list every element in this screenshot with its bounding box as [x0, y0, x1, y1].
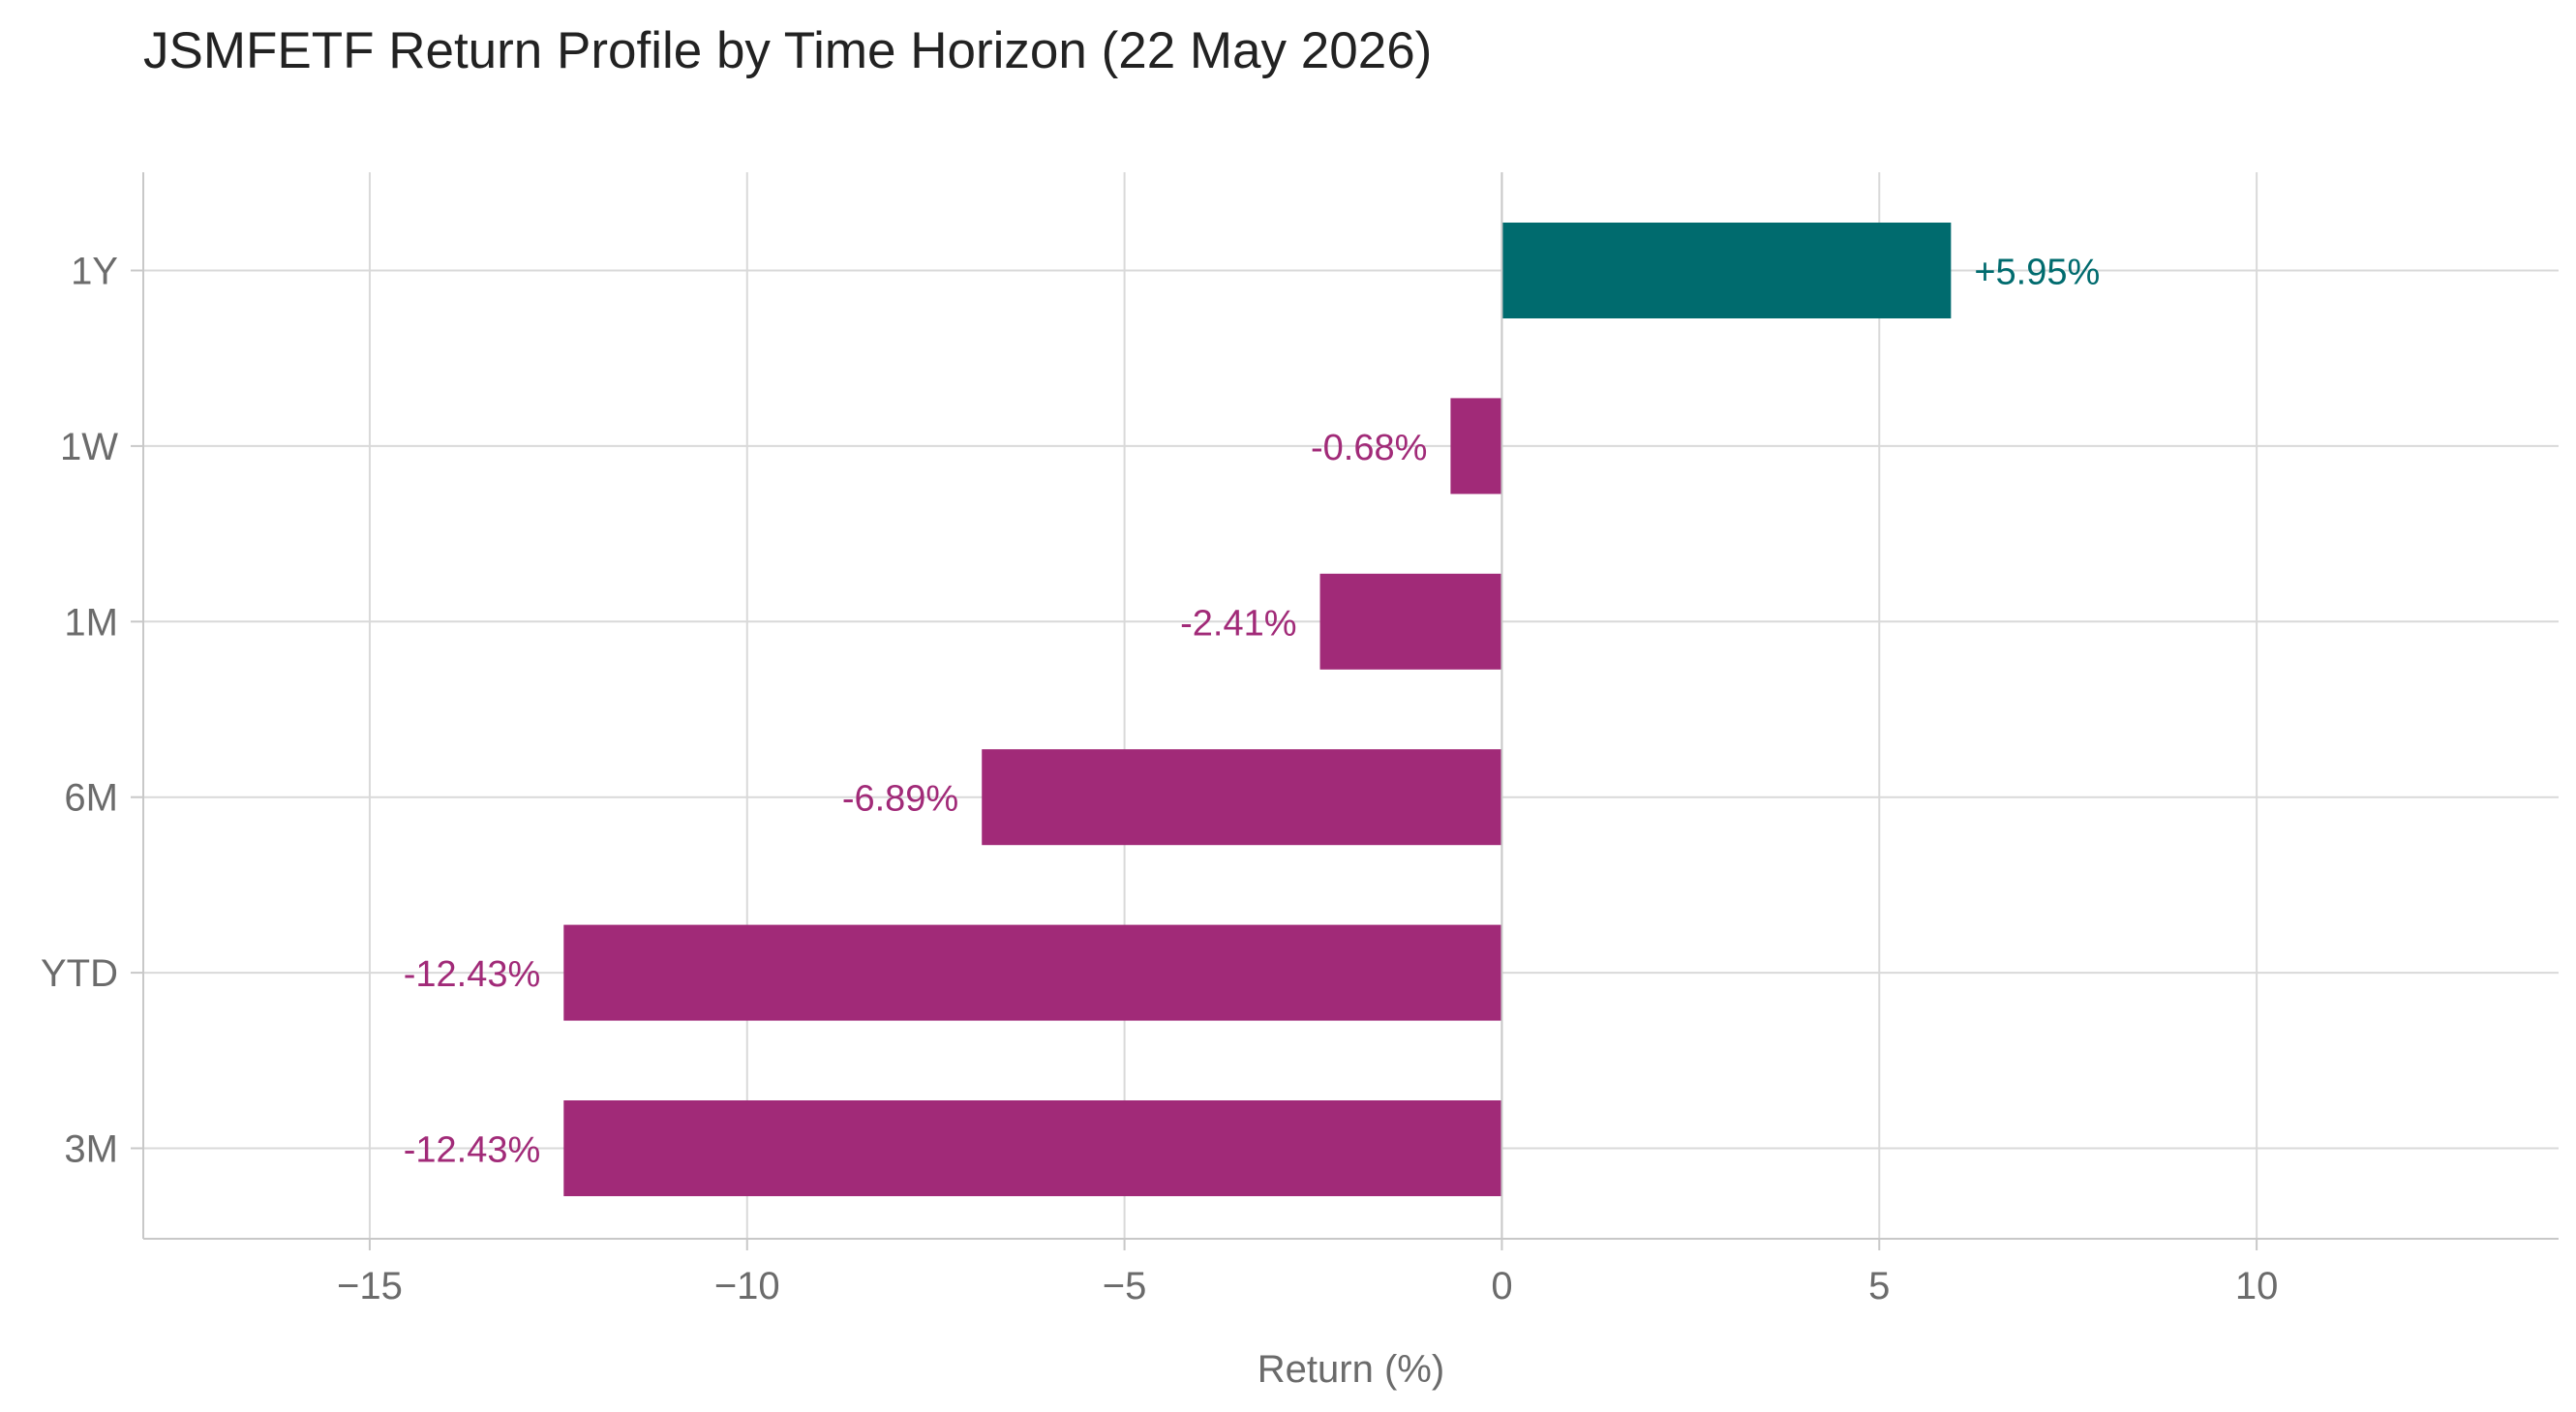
y-tick-label: 1M [64, 601, 118, 644]
bars [563, 172, 1952, 1239]
data-label: -12.43% [404, 1130, 541, 1171]
bar-6m [982, 749, 1502, 846]
y-tick-label: 1W [60, 426, 118, 468]
data-labels: +5.95% -0.68% -2.41% -6.89% -12.43% -12.43% [404, 253, 2101, 1171]
x-axis-title: Return (%) [1258, 1348, 1444, 1391]
axes: −15 −10 −5 0 5 10 1Y 1W 1M 6M YTD 3M [41, 172, 2559, 1307]
y-tick-label: 6M [64, 777, 118, 820]
bar-1w [1450, 398, 1502, 495]
data-label: +5.95% [1974, 253, 2100, 293]
x-tick-label: 5 [1868, 1265, 1890, 1307]
bar-ytd [563, 924, 1502, 1021]
data-label: -2.41% [1180, 603, 1296, 644]
bar-1m [1319, 573, 1502, 670]
x-tick-label: −5 [1103, 1265, 1147, 1307]
x-tick-label: −10 [714, 1265, 780, 1307]
y-tick-label: 3M [64, 1128, 118, 1171]
x-tick-label: 10 [2235, 1265, 2279, 1307]
bar-3m [563, 1100, 1502, 1196]
data-label: -6.89% [842, 779, 958, 820]
data-label: -0.68% [1311, 428, 1427, 468]
chart-title: JSMFETF Return Profile by Time Horizon (… [143, 22, 1433, 79]
gridlines [143, 172, 2559, 1239]
data-label: -12.43% [404, 954, 541, 995]
x-tick-label: 0 [1491, 1265, 1512, 1307]
x-tick-label: −15 [337, 1265, 403, 1307]
y-tick-label: YTD [41, 952, 118, 995]
y-tick-label: 1Y [71, 251, 118, 293]
bar-1y [1501, 223, 1952, 318]
